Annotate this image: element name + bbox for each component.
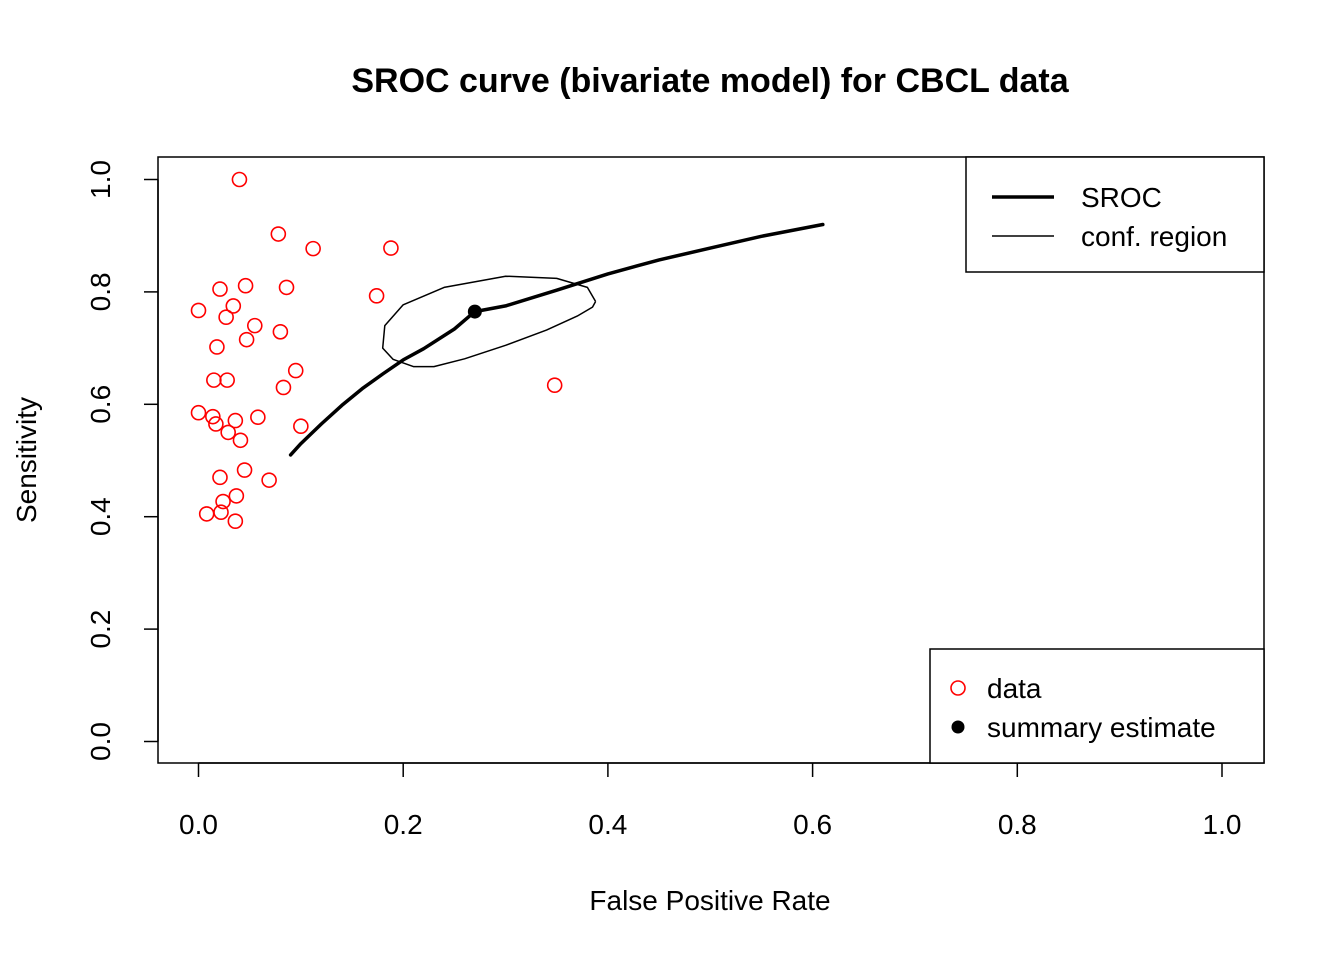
x-axis-label: False Positive Rate [589, 885, 830, 916]
legend-label: data [987, 673, 1042, 704]
x-axis: 0.0 0.2 0.4 0.6 0.8 1.0 [179, 762, 1242, 840]
y-axis-label: Sensitivity [11, 397, 42, 523]
conf-region-ellipse [381, 275, 597, 368]
chart-title: SROC curve (bivariate model) for CBCL da… [351, 62, 1069, 100]
data-point [272, 324, 289, 340]
data-point [219, 372, 235, 388]
x-tick-label: 1.0 [1203, 809, 1242, 840]
data-point [190, 302, 207, 319]
legend-summary-marker [951, 720, 965, 734]
legend-label: summary estimate [987, 712, 1216, 743]
data-point [305, 240, 321, 257]
data-point [237, 277, 254, 294]
data-point [218, 309, 234, 325]
y-tick-label: 0.6 [85, 385, 116, 424]
y-tick-label: 0.2 [85, 610, 116, 649]
data-point [198, 506, 215, 522]
data-point [212, 469, 228, 486]
data-point [270, 226, 287, 242]
legend-label: SROC [1081, 182, 1162, 213]
x-tick-label: 0.2 [384, 809, 423, 840]
data-point [227, 513, 244, 529]
data-point [208, 416, 224, 432]
x-tick-label: 0.6 [793, 809, 832, 840]
data-point [212, 281, 228, 297]
legend-sroc: SROC conf. region [965, 156, 1265, 273]
y-tick-label: 0.8 [85, 272, 116, 311]
legend-data-marker [950, 680, 966, 696]
data-point [383, 240, 399, 256]
data-point [231, 171, 248, 188]
data-point [228, 488, 245, 504]
sroc-curve [288, 222, 825, 457]
legend-box [965, 156, 1265, 273]
data-point [206, 372, 222, 388]
data-point [232, 432, 249, 449]
y-tick-label: 1.0 [85, 160, 116, 199]
data-point [546, 377, 563, 393]
data-point [225, 298, 242, 314]
y-tick-label: 0.4 [85, 497, 116, 536]
legend-box [929, 648, 1265, 764]
data-point [246, 317, 263, 334]
data-point [293, 418, 309, 435]
data-point [250, 409, 266, 426]
data-point [209, 339, 225, 355]
data-point [368, 288, 385, 304]
data-point [278, 279, 295, 296]
data-point [215, 493, 231, 510]
data-point [236, 462, 253, 478]
legend-label: conf. region [1081, 221, 1227, 252]
data-point [205, 408, 221, 425]
y-tick-label: 0.0 [85, 722, 116, 761]
y-axis: 0.0 0.2 0.4 0.6 0.8 1.0 [85, 160, 159, 761]
data-point [190, 404, 207, 421]
x-tick-label: 0.8 [998, 809, 1037, 840]
data-point [220, 424, 236, 441]
summary-estimate-point [467, 304, 482, 319]
x-tick-label: 0.0 [179, 809, 218, 840]
data-point [275, 379, 292, 396]
data-point [287, 362, 304, 379]
plot-area [190, 171, 825, 529]
legend-data: data summary estimate [929, 648, 1265, 764]
data-point [238, 331, 255, 348]
data-point [227, 412, 244, 429]
x-tick-label: 0.4 [588, 809, 627, 840]
data-point [261, 472, 277, 488]
data-point [213, 504, 229, 521]
